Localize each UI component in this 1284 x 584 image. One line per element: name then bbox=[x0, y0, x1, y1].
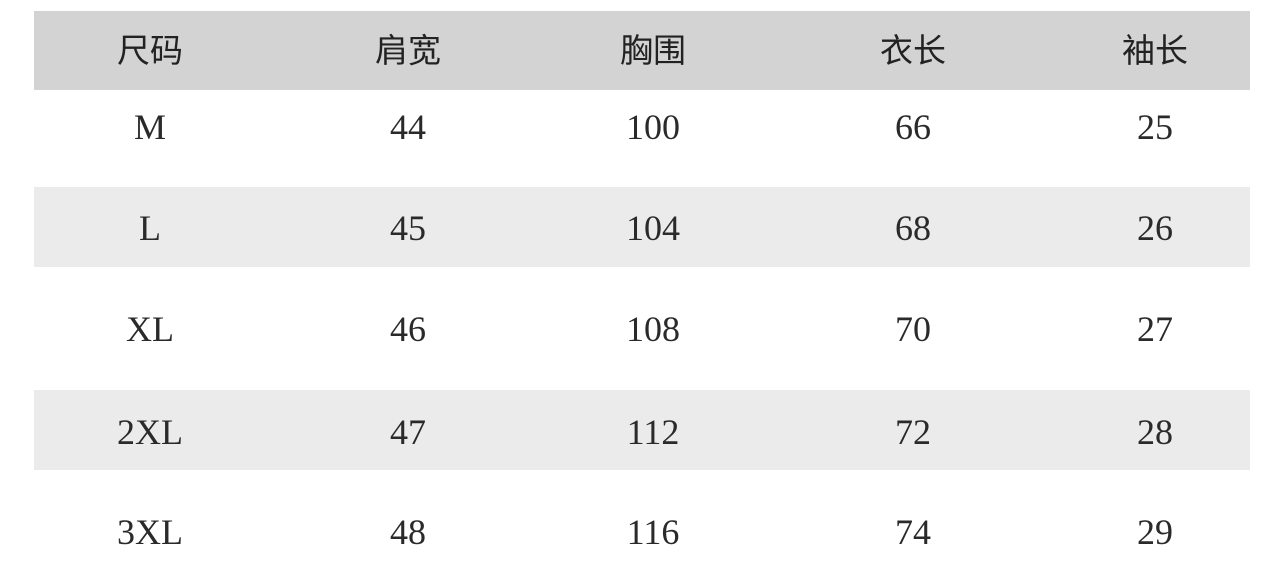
cell-length: 70 bbox=[895, 309, 931, 349]
table-header-background bbox=[34, 11, 1250, 90]
cell-sleeve: 29 bbox=[1137, 512, 1173, 552]
table-row: 2XL 47 112 72 28 bbox=[0, 402, 1284, 462]
cell-shoulder: 48 bbox=[390, 512, 426, 552]
cell-size: 2XL bbox=[117, 412, 183, 452]
row-stripe bbox=[34, 187, 1250, 267]
cell-size: L bbox=[139, 208, 161, 248]
cell-sleeve: 28 bbox=[1137, 412, 1173, 452]
header-size: 尺码 bbox=[117, 31, 183, 70]
table-row: L 45 104 68 26 bbox=[0, 198, 1284, 258]
cell-length: 74 bbox=[895, 512, 931, 552]
cell-chest: 112 bbox=[626, 412, 680, 452]
cell-sleeve: 27 bbox=[1137, 309, 1173, 349]
cell-chest: 104 bbox=[626, 208, 680, 248]
cell-shoulder: 47 bbox=[390, 412, 426, 452]
row-stripe bbox=[34, 390, 1250, 470]
cell-length: 66 bbox=[895, 107, 931, 147]
header-sleeve: 袖长 bbox=[1122, 31, 1188, 70]
header-shoulder: 肩宽 bbox=[375, 31, 441, 70]
cell-shoulder: 44 bbox=[390, 107, 426, 147]
table-row: M 44 100 66 25 bbox=[0, 97, 1284, 157]
table-header: 尺码 肩宽 胸围 衣长 袖长 bbox=[0, 21, 1284, 81]
cell-length: 68 bbox=[895, 208, 931, 248]
cell-sleeve: 25 bbox=[1137, 107, 1173, 147]
header-chest: 胸围 bbox=[620, 31, 686, 70]
cell-chest: 116 bbox=[626, 512, 680, 552]
cell-size: XL bbox=[126, 309, 174, 349]
table-row: 3XL 48 116 74 29 bbox=[0, 502, 1284, 562]
cell-sleeve: 26 bbox=[1137, 208, 1173, 248]
table-row: XL 46 108 70 27 bbox=[0, 299, 1284, 359]
header-length: 衣长 bbox=[880, 31, 946, 70]
cell-size: M bbox=[133, 107, 166, 147]
cell-shoulder: 45 bbox=[390, 208, 426, 248]
cell-shoulder: 46 bbox=[390, 309, 426, 349]
cell-chest: 108 bbox=[626, 309, 680, 349]
cell-size: 3XL bbox=[117, 512, 183, 552]
cell-length: 72 bbox=[895, 412, 931, 452]
cell-chest: 100 bbox=[626, 107, 680, 147]
